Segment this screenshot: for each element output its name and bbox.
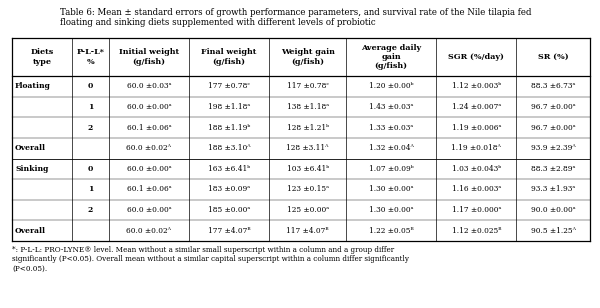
Text: 60.0 ±0.00ᵃ: 60.0 ±0.00ᵃ	[127, 103, 171, 111]
Text: 88.3 ±2.89ᵃ: 88.3 ±2.89ᵃ	[531, 165, 575, 173]
Text: 0: 0	[88, 82, 93, 90]
Text: 1: 1	[88, 185, 93, 193]
Text: 1.19 ±0.018ᴬ: 1.19 ±0.018ᴬ	[451, 144, 502, 152]
Text: 188 ±3.10ᴬ: 188 ±3.10ᴬ	[208, 144, 250, 152]
Text: 1.22 ±0.05ᴮ: 1.22 ±0.05ᴮ	[369, 227, 413, 235]
Text: SGR (%/day): SGR (%/day)	[448, 53, 505, 61]
Text: 1.12 ±0.025ᴮ: 1.12 ±0.025ᴮ	[452, 227, 501, 235]
Text: 117 ±4.07ᴮ: 117 ±4.07ᴮ	[286, 227, 329, 235]
Text: 1.16 ±0.003ᵃ: 1.16 ±0.003ᵃ	[452, 185, 501, 193]
Text: 198 ±1.18ᵃ: 198 ±1.18ᵃ	[208, 103, 250, 111]
Text: 1.32 ±0.04ᴬ: 1.32 ±0.04ᴬ	[369, 144, 413, 152]
Text: 60.0 ±0.03ᵃ: 60.0 ±0.03ᵃ	[127, 82, 171, 90]
Text: 1.30 ±0.00ᵃ: 1.30 ±0.00ᵃ	[369, 185, 413, 193]
Text: Overall: Overall	[15, 144, 46, 152]
Text: P-L-L*
%: P-L-L* %	[77, 48, 104, 66]
Text: 2: 2	[88, 124, 93, 132]
Text: *: P-L-L: PRO-LYNE® level. Mean without a similar small superscript within a col: *: P-L-L: PRO-LYNE® level. Mean without …	[12, 246, 409, 272]
Text: 1.03 ±0.043ᵇ: 1.03 ±0.043ᵇ	[452, 165, 501, 173]
Text: 90.5 ±1.25ᴬ: 90.5 ±1.25ᴬ	[531, 227, 576, 235]
Text: 90.0 ±0.00ᵃ: 90.0 ±0.00ᵃ	[531, 206, 575, 214]
Text: 1.17 ±0.000ᵃ: 1.17 ±0.000ᵃ	[452, 206, 501, 214]
Text: Weight gain
(g/fish): Weight gain (g/fish)	[281, 48, 335, 66]
Text: 93.3 ±1.93ᵃ: 93.3 ±1.93ᵃ	[531, 185, 575, 193]
Text: 128 ±1.21ᵇ: 128 ±1.21ᵇ	[287, 124, 329, 132]
Text: 177 ±4.07ᴮ: 177 ±4.07ᴮ	[208, 227, 250, 235]
Text: 138 ±1.18ᵃ: 138 ±1.18ᵃ	[287, 103, 329, 111]
Text: 96.7 ±0.00ᵃ: 96.7 ±0.00ᵃ	[531, 124, 575, 132]
Text: 0: 0	[88, 165, 93, 173]
Text: 1.33 ±0.03ᵃ: 1.33 ±0.03ᵃ	[369, 124, 413, 132]
Text: 117 ±0.78ᶜ: 117 ±0.78ᶜ	[287, 82, 329, 90]
Text: 93.9 ±2.39ᴬ: 93.9 ±2.39ᴬ	[531, 144, 575, 152]
Text: 2: 2	[88, 206, 93, 214]
Text: Sinking: Sinking	[15, 165, 49, 173]
Text: 183 ±0.09ᵃ: 183 ±0.09ᵃ	[208, 185, 250, 193]
Text: 60.0 ±0.00ᵃ: 60.0 ±0.00ᵃ	[127, 165, 171, 173]
Text: SR (%): SR (%)	[538, 53, 569, 61]
Text: 88.3 ±6.73ᵃ: 88.3 ±6.73ᵃ	[531, 82, 575, 90]
Text: 1.19 ±0.006ᵃ: 1.19 ±0.006ᵃ	[452, 124, 501, 132]
Text: 185 ±0.00ᵃ: 185 ±0.00ᵃ	[208, 206, 250, 214]
Text: Initial weight
(g/fish): Initial weight (g/fish)	[119, 48, 179, 66]
Text: 60.1 ±0.06ᵃ: 60.1 ±0.06ᵃ	[127, 185, 171, 193]
Text: Overall: Overall	[15, 227, 46, 235]
Text: 128 ±3.11ᴬ: 128 ±3.11ᴬ	[286, 144, 329, 152]
Text: Final weight
(g/fish): Final weight (g/fish)	[202, 48, 257, 66]
Text: 1.30 ±0.00ᵃ: 1.30 ±0.00ᵃ	[369, 206, 413, 214]
Text: 1.43 ±0.03ᵃ: 1.43 ±0.03ᵃ	[369, 103, 413, 111]
Text: Floating: Floating	[15, 82, 51, 90]
Text: 1.07 ±0.09ᵇ: 1.07 ±0.09ᵇ	[369, 165, 413, 173]
Text: Diets
type: Diets type	[31, 48, 53, 66]
Text: Average daily
gain
(g/fish): Average daily gain (g/fish)	[361, 44, 421, 70]
Text: 60.0 ±0.00ᵃ: 60.0 ±0.00ᵃ	[127, 206, 171, 214]
Text: 103 ±6.41ᵇ: 103 ±6.41ᵇ	[287, 165, 329, 173]
Text: 188 ±1.19ᵇ: 188 ±1.19ᵇ	[208, 124, 250, 132]
Text: 96.7 ±0.00ᵃ: 96.7 ±0.00ᵃ	[531, 103, 575, 111]
Text: 1.12 ±0.003ᵇ: 1.12 ±0.003ᵇ	[452, 82, 501, 90]
Text: 123 ±0.15ᵃ: 123 ±0.15ᵃ	[287, 185, 329, 193]
Text: 60.1 ±0.06ᵃ: 60.1 ±0.06ᵃ	[127, 124, 171, 132]
Text: 177 ±0.78ᶜ: 177 ±0.78ᶜ	[208, 82, 250, 90]
Text: 60.0 ±0.02ᴬ: 60.0 ±0.02ᴬ	[127, 144, 172, 152]
Text: 60.0 ±0.02ᴬ: 60.0 ±0.02ᴬ	[127, 227, 172, 235]
Text: 125 ±0.00ᵃ: 125 ±0.00ᵃ	[287, 206, 329, 214]
Text: 1: 1	[88, 103, 93, 111]
Text: 1.24 ±0.007ᵃ: 1.24 ±0.007ᵃ	[452, 103, 501, 111]
Text: 163 ±6.41ᵇ: 163 ±6.41ᵇ	[208, 165, 250, 173]
Text: 1.20 ±0.00ᵇ: 1.20 ±0.00ᵇ	[369, 82, 413, 90]
Text: Table 6: Mean ± standard errors of growth performance parameters, and survival r: Table 6: Mean ± standard errors of growt…	[60, 8, 532, 27]
